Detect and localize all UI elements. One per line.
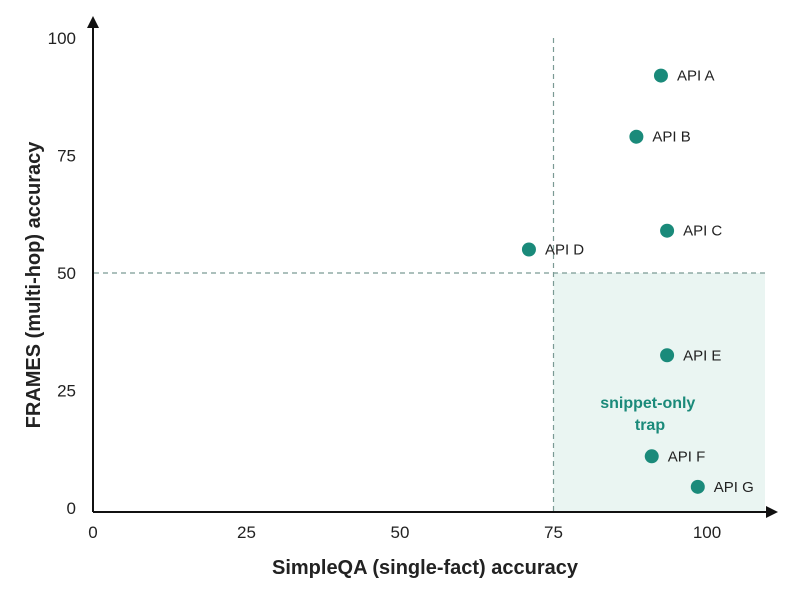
y-tick-label: 75 xyxy=(57,147,76,166)
scatter-point-group: API F xyxy=(644,448,706,465)
scatter-point-group: API G xyxy=(690,479,754,496)
y-tick-label: 50 xyxy=(57,264,76,283)
region-label-line-2: trap xyxy=(635,417,665,434)
x-tick-labels: 0 25 50 75 100 xyxy=(88,523,721,542)
scatter-point-group: API E xyxy=(660,347,721,364)
scatter-point xyxy=(521,242,536,257)
y-tick-labels: 0 25 50 75 100 xyxy=(48,29,76,518)
region-label: snippet-only trap xyxy=(600,395,700,434)
x-tick-label: 50 xyxy=(391,523,410,542)
point-label: API B xyxy=(652,129,690,146)
scatter-point xyxy=(653,68,668,83)
scatter-point-group: API D xyxy=(521,242,584,259)
y-axis-label: FRAMES (multi-hop) accuracy xyxy=(23,141,45,429)
y-tick-label: 25 xyxy=(57,382,76,401)
y-tick-label: 0 xyxy=(67,499,76,518)
scatter-point-group: API C xyxy=(660,223,722,240)
scatter-point xyxy=(660,348,675,363)
point-label: API A xyxy=(677,68,715,85)
scatter-point xyxy=(629,129,644,144)
scatter-point xyxy=(660,223,675,238)
scatter-point-group: API A xyxy=(653,68,715,85)
scatter-point-group: API B xyxy=(629,129,691,146)
point-label: API E xyxy=(683,347,721,364)
point-label: API F xyxy=(668,448,706,465)
point-label: API G xyxy=(714,479,754,496)
y-axis-arrow xyxy=(87,16,99,28)
point-label: API C xyxy=(683,223,722,240)
x-tick-label: 100 xyxy=(693,523,721,542)
y-tick-label: 100 xyxy=(48,29,76,48)
point-label: API D xyxy=(545,242,584,259)
highlight-region xyxy=(553,273,765,511)
x-axis-arrow xyxy=(766,506,778,518)
x-tick-label: 75 xyxy=(544,523,563,542)
scatter-point xyxy=(644,449,659,464)
region-label-line-1: snippet-only xyxy=(600,395,695,412)
data-points: API A API B API C API D API E API F API G xyxy=(521,68,754,496)
x-tick-label: 0 xyxy=(88,523,97,542)
scatter-point xyxy=(690,479,705,494)
x-axis-label: SimpleQA (single-fact) accuracy xyxy=(272,557,579,579)
x-tick-label: 25 xyxy=(237,523,256,542)
